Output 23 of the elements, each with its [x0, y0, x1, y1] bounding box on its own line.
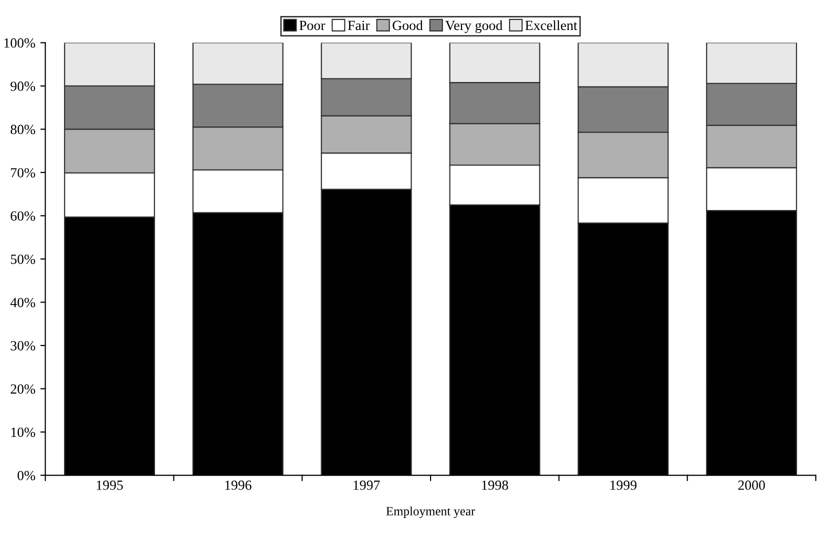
x-tick-label: 1997: [354, 480, 380, 490]
y-tick-label: 0%: [18, 470, 36, 480]
y-tick-label: 20%: [10, 384, 36, 394]
y-tick-label: 40%: [10, 298, 36, 308]
y-tick-label: 100%: [4, 38, 36, 48]
x-tick-label: 1998: [482, 480, 508, 490]
x-axis-title: Employment year: [386, 506, 476, 518]
y-tick-label: 90%: [10, 82, 36, 91]
y-tick-label: 50%: [10, 254, 36, 264]
y-tick-label: 30%: [10, 341, 36, 350]
x-tick-label: 1996: [225, 480, 252, 490]
y-tick-label: 10%: [11, 428, 36, 438]
legend-label: Fair: [348, 20, 370, 30]
y-tick-label: 80%: [10, 124, 36, 134]
legend-label: Very good: [445, 20, 502, 33]
y-tick-label: 70%: [11, 168, 36, 178]
y-tick-label: 60%: [10, 211, 36, 221]
legend-label: Poor: [299, 20, 326, 30]
legend-label: Good: [392, 20, 423, 30]
x-tick-label: 2000: [738, 480, 765, 490]
x-tick-label: 1995: [96, 480, 123, 490]
x-tick-label: 1999: [610, 480, 636, 490]
legend-label: Excellent: [525, 20, 578, 30]
